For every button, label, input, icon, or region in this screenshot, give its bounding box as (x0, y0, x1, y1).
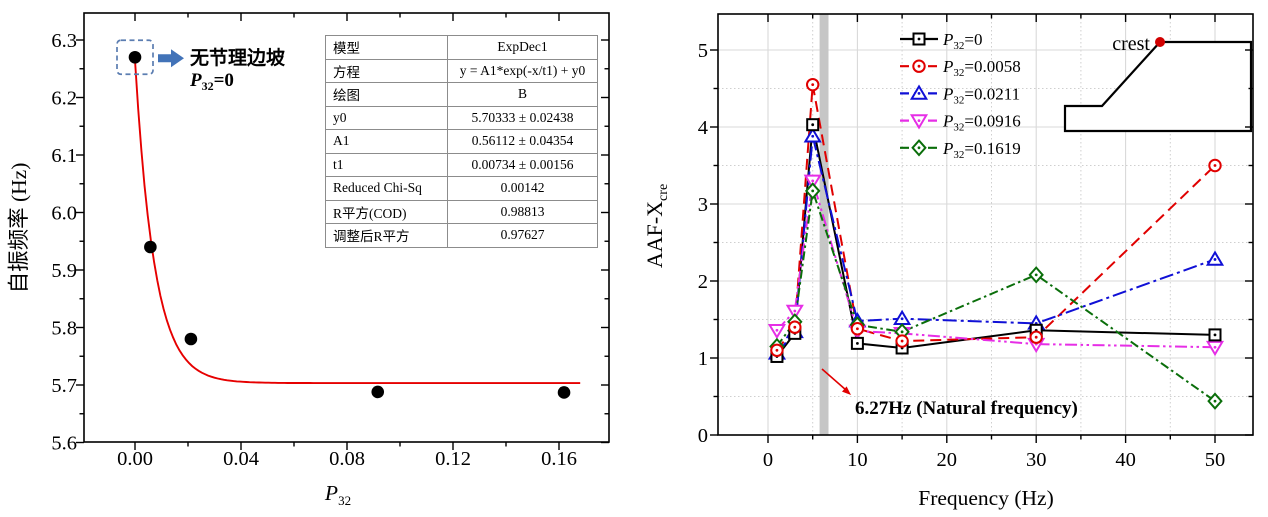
fit-value: 5.70333 ± 0.02438 (447, 105, 598, 130)
fit-table-row: 调整后R平方 0.97627 (325, 223, 598, 248)
fit-param: 绘图 (325, 82, 448, 107)
legend-label: P32=0.0916 (942, 112, 1021, 134)
tick-label: 5.6 (51, 433, 77, 455)
legend-label: P32=0 (942, 30, 982, 52)
tick-label: 6.1 (51, 145, 77, 167)
crest-label: crest (1112, 33, 1150, 55)
tick-label: 1 (698, 348, 708, 370)
highlight-dashed-box (116, 39, 154, 76)
slope-crest-inset (1063, 37, 1253, 133)
tick-label: 6.3 (51, 30, 77, 52)
legend-label: P32=0.1619 (942, 139, 1021, 161)
fit-value: 0.97627 (447, 223, 598, 248)
tick-label: 3 (698, 194, 708, 216)
tick-label: 5.8 (51, 318, 77, 340)
tick-label: 30 (1026, 449, 1047, 471)
tick-label: 5.7 (51, 375, 77, 397)
fit-table-row: A1 0.56112 ± 0.04354 (325, 129, 598, 154)
left-x-axis-label: P32 (324, 481, 351, 508)
fit-table-row: 方程 y = A1*exp(-x/t1) + y0 (325, 58, 598, 83)
data-point (371, 385, 385, 399)
right-x-axis-label: Frequency (Hz) (918, 486, 1054, 510)
tick-label: 50 (1205, 449, 1226, 471)
tick-label: 0.16 (541, 448, 577, 470)
fit-value: 0.00142 (447, 176, 598, 201)
tick-label: 40 (1115, 449, 1136, 471)
natural-frequency-annotation: 6.27Hz (Natural frequency) (855, 398, 1078, 419)
tick-label: 20 (937, 449, 958, 471)
tick-label: 5 (698, 40, 708, 62)
legend-label: P32=0.0211 (942, 84, 1020, 106)
series-line (776, 190, 1216, 402)
left-chart-content (116, 39, 581, 399)
tick-label: 0.00 (117, 448, 153, 470)
fit-value: 0.00734 ± 0.00156 (447, 152, 598, 177)
data-point (184, 332, 198, 346)
crest-point-dot (1155, 37, 1165, 47)
fit-value: 0.98813 (447, 199, 598, 224)
fit-param: Reduced Chi-Sq (325, 176, 448, 201)
tick-label: 10 (847, 449, 868, 471)
data-point (144, 240, 157, 254)
fit-value: B (447, 82, 598, 107)
right-series (767, 77, 1225, 410)
fit-value: ExpDec1 (447, 35, 598, 60)
fit-table-row: t1 0.00734 ± 0.00156 (325, 152, 598, 177)
tick-label: 0.12 (435, 448, 471, 470)
tick-label: 5.9 (51, 260, 77, 282)
right-y-axis-label: AAF-Xcre (642, 184, 671, 268)
legend-label: P32=0.0058 (942, 57, 1021, 79)
series-markers (769, 182, 1223, 410)
tick-label: 0.08 (329, 448, 365, 470)
fit-param: A1 (325, 129, 448, 154)
left-axes: 0.00 0.04 0.08 0.12 0.16 5.6 5.7 5.8 5.9 6.0 6.1 6.… (51, 12, 610, 470)
fit-table-row: Reduced Chi-Sq 0.00142 (325, 176, 598, 201)
natural-frequency-chart: 0.00 0.04 0.08 0.12 0.16 5.6 5.7 5.8 5.9 6.0 6.1 6.… (7, 12, 610, 508)
left-y-axis-label: 自振频率 (Hz) (7, 163, 31, 294)
right-axes: 0 10 20 30 40 50 0 1 2 3 4 5 (698, 13, 1254, 471)
aaf-frequency-chart: P32=0 P32=0.0058 P32=0.0211 P32=0.0916 P32=0… (642, 13, 1254, 510)
fit-table-row: 绘图 B (325, 82, 598, 107)
tick-label: 0 (763, 449, 773, 471)
fit-param: 方程 (325, 58, 448, 83)
annotation-no-joint-slope-line1: 无节理边坡 (190, 46, 286, 69)
fit-table-row: R平方(COD) 0.98813 (325, 199, 598, 224)
tick-label: 4 (698, 117, 708, 139)
fit-table-row: 模型 ExpDec1 (325, 35, 598, 60)
fit-param: 模型 (325, 35, 448, 60)
tick-label: 0 (698, 425, 708, 447)
tick-label: 2 (698, 271, 708, 293)
fit-table-row: y0 5.70333 ± 0.02438 (325, 105, 598, 130)
fit-param: y0 (325, 105, 448, 130)
data-point (128, 50, 142, 64)
fit-value: y = A1*exp(-x/t1) + y0 (447, 58, 598, 83)
data-points (128, 50, 571, 399)
fit-param: 调整后R平方 (325, 223, 448, 248)
tick-label: 0.04 (223, 448, 259, 470)
fit-value: 0.56112 ± 0.04354 (447, 129, 598, 154)
legend: P32=0 P32=0.0058 P32=0.0211 P32=0.0916 P32=0… (900, 30, 1021, 161)
annotation-arrowhead (842, 386, 851, 395)
data-point (557, 386, 571, 399)
tick-label: 6.2 (51, 88, 77, 110)
fit-param: t1 (325, 152, 448, 177)
annotation-no-joint-slope-line2: P32=0 (189, 70, 234, 93)
tick-label: 6.0 (51, 203, 77, 225)
block-arrow-icon (158, 49, 184, 68)
annotation-arrow (821, 368, 847, 391)
fit-param: R平方(COD) (325, 199, 448, 224)
expdec1-fit-curve (134, 60, 581, 385)
series-markers (770, 77, 1222, 357)
slope-profile (1063, 40, 1253, 133)
